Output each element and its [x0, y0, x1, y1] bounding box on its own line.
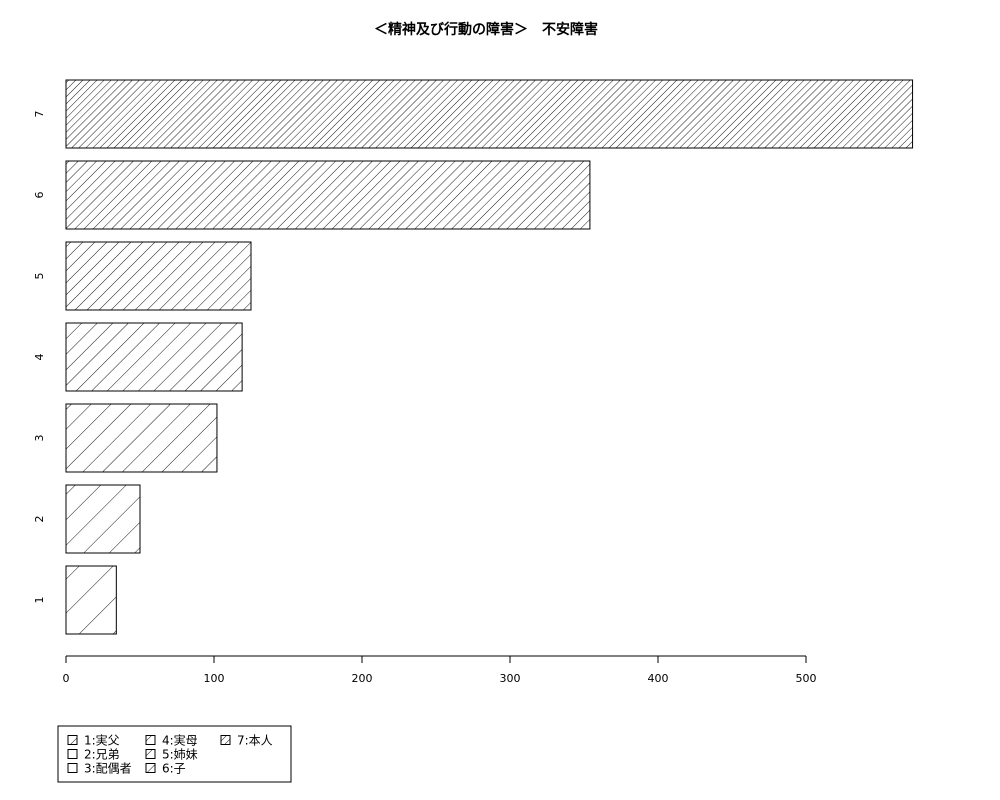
y-tick-label-2: 2 [33, 516, 46, 523]
bar-5 [65, 241, 252, 311]
legend-swatch-5 [145, 749, 156, 759]
bar-2 [65, 484, 141, 554]
legend-label-4: 4:実母 [162, 733, 198, 748]
y-tick-label-6: 6 [33, 192, 46, 199]
legend-box [57, 725, 292, 783]
legend-swatch-3 [67, 763, 78, 773]
y-tick-label-3: 3 [33, 435, 46, 442]
x-tick-label: 500 [796, 672, 817, 685]
bar-1 [65, 565, 117, 635]
bars-layer [65, 79, 914, 635]
x-tick-label: 400 [648, 672, 669, 685]
y-tick-label-7: 7 [33, 111, 46, 118]
legend-label-6: 6:子 [162, 762, 186, 776]
x-tick-label: 300 [500, 672, 521, 685]
x-tick-label: 200 [352, 672, 373, 685]
chart-title: ＜精神及び行動の障害＞ 不安障害 [374, 21, 598, 38]
x-tick-label: 0 [63, 672, 70, 685]
y-tick-label-1: 1 [33, 597, 46, 604]
y-tick-label-5: 5 [33, 273, 46, 280]
legend-swatch-6 [145, 763, 156, 773]
legend-swatch-1 [67, 735, 78, 745]
x-axis: 0 100 200 300 400 500 [63, 655, 817, 685]
legend-label-3: 3:配偶者 [84, 762, 132, 776]
bar-4 [65, 322, 243, 392]
legend: 1:実父2:兄弟3:配偶者 4:実母5:姉妹6:子 7:本人 [57, 725, 292, 783]
legend-label-5: 5:姉妹 [162, 747, 198, 762]
y-axis: 1 2 3 4 5 6 7 [33, 111, 46, 604]
y-tick-label-4: 4 [33, 354, 46, 361]
bar-3 [65, 403, 218, 473]
legend-label-1: 1:実父 [84, 733, 120, 748]
legend-swatch-7 [220, 735, 231, 745]
bar-6 [65, 160, 591, 230]
legend-swatch-4 [145, 735, 156, 745]
legend-swatch-2 [67, 749, 78, 759]
x-tick-label: 100 [204, 672, 225, 685]
bar-7 [65, 79, 914, 149]
legend-label-7: 7:本人 [237, 734, 273, 748]
legend-label-2: 2:兄弟 [84, 748, 120, 762]
